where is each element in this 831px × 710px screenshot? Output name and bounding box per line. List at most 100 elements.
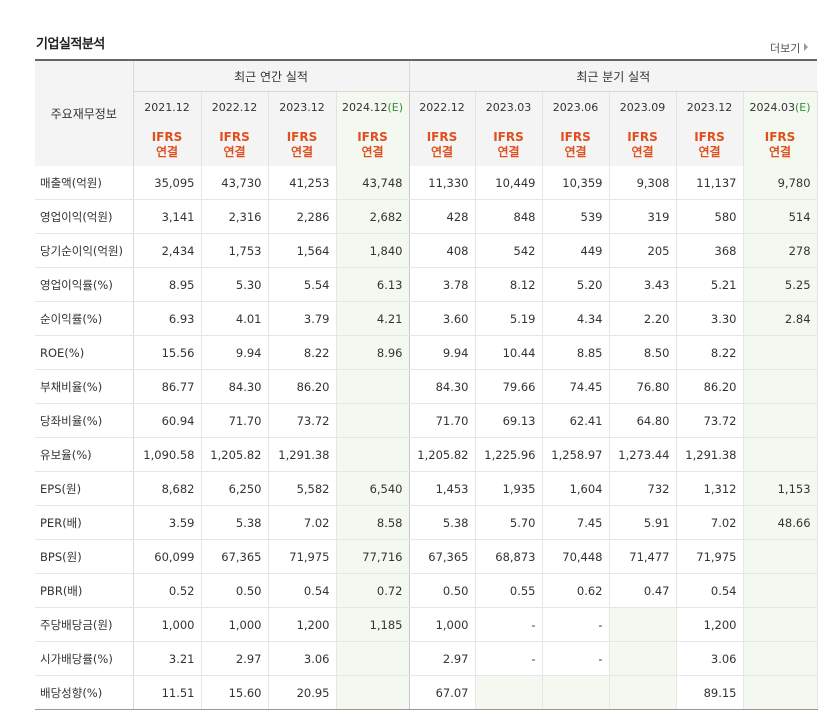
table-row: 주당배당금(원) 1,000 1,000 1,200 1,185 1,000- -1,200 xyxy=(35,607,818,642)
table-cell: 8.96 xyxy=(336,335,410,370)
table-cell xyxy=(743,607,818,642)
table-cell: 848 xyxy=(475,199,543,234)
ifrs-basis-cell: IFRS 연결 xyxy=(743,123,818,166)
table-cell: 3.06 xyxy=(676,641,744,676)
table-cell: 1,312 xyxy=(676,471,744,506)
annual-group-header: 최근 연간 실적 xyxy=(133,59,410,92)
table-cell: 8.22 xyxy=(268,335,337,370)
table-cell: 1,000 xyxy=(409,607,476,642)
table-cell: - xyxy=(542,607,610,642)
table-cell: 71,975 xyxy=(676,539,744,574)
table-cell: 0.55 xyxy=(475,573,543,608)
table-cell xyxy=(743,573,818,608)
table-cell: 73.72 xyxy=(676,403,744,438)
table-cell: 71.70 xyxy=(409,403,476,438)
table-cell: 3.21 xyxy=(133,641,202,676)
table-cell: 8,682 xyxy=(133,471,202,506)
table-cell: 60.94 xyxy=(133,403,202,438)
row-label-header: 주요재무정보 xyxy=(35,59,134,166)
more-link[interactable]: 더보기 xyxy=(770,40,809,56)
table-cell xyxy=(743,369,818,404)
table-cell xyxy=(743,437,818,472)
table-cell: 86.20 xyxy=(676,369,744,404)
table-row: 당좌비율(%) 60.94 71.70 73.72 71.70 69.13 62.41 64.… xyxy=(35,403,818,438)
table-cell: 20.95 xyxy=(268,675,337,710)
table-cell: 15.56 xyxy=(133,335,202,370)
table-cell: 71.70 xyxy=(201,403,269,438)
row-label: ROE(%) xyxy=(35,335,134,370)
table-cell: 1,935 xyxy=(475,471,543,506)
period-header: 2021.12 xyxy=(133,91,202,123)
table-cell: 11.51 xyxy=(133,675,202,710)
table-row: EPS(원) 8,682 6,250 5,582 6,540 1,453 1,935 1,60… xyxy=(35,471,818,506)
table-cell: 205 xyxy=(609,233,677,268)
table-cell: 0.62 xyxy=(542,573,610,608)
table-cell xyxy=(743,539,818,574)
period-header: 2022.12 xyxy=(409,91,476,123)
table-cell xyxy=(336,369,410,404)
ifrs-header-row: IFRS 연결 IFRS 연결 IFRS 연결 IFRS 연결 IFRS 연결 IFRS 연결 IFRS… xyxy=(35,123,818,166)
table-cell: 6.13 xyxy=(336,267,410,302)
table-cell: 9.94 xyxy=(201,335,269,370)
table-cell: 8.50 xyxy=(609,335,677,370)
period-header: 2023.03 xyxy=(475,91,543,123)
table-cell: 0.50 xyxy=(409,573,476,608)
table-cell: 6,540 xyxy=(336,471,410,506)
table-cell: 4.34 xyxy=(542,301,610,336)
ifrs-basis-cell: IFRS 연결 xyxy=(268,123,337,166)
ifrs-label: IFRS xyxy=(357,129,388,144)
table-row: 영업이익률(%) 8.95 5.30 5.54 6.13 3.78 8.12 5.20 3.43… xyxy=(35,267,818,302)
table-cell: 3,141 xyxy=(133,199,202,234)
period-header: 2023.06 xyxy=(542,91,610,123)
period-label: 2022.12 xyxy=(419,101,465,114)
table-cell: 2,316 xyxy=(201,199,269,234)
table-cell: 48.66 xyxy=(743,505,818,540)
table-cell xyxy=(336,403,410,438)
table-cell: 580 xyxy=(676,199,744,234)
table-cell: 368 xyxy=(676,233,744,268)
table-cell: 1,258.97 xyxy=(542,437,610,472)
period-header: 2023.09 xyxy=(609,91,677,123)
table-row: 유보율(%) 1,090.58 1,205.82 1,291.38 1,205.82 1,… xyxy=(35,437,818,472)
table-cell: 5.25 xyxy=(743,267,818,302)
ifrs-basis-cell: IFRS 연결 xyxy=(475,123,543,166)
table-cell: 15.60 xyxy=(201,675,269,710)
row-label: 배당성향(%) xyxy=(35,675,134,710)
ifrs-label: IFRS xyxy=(560,129,591,144)
table-cell xyxy=(336,437,410,472)
table-cell: 542 xyxy=(475,233,543,268)
table-cell: 60,099 xyxy=(133,539,202,574)
row-label: 당좌비율(%) xyxy=(35,403,134,438)
table-cell: 8.85 xyxy=(542,335,610,370)
period-label: 2023.06 xyxy=(552,101,599,114)
table-cell xyxy=(743,641,818,676)
table-cell: 8.22 xyxy=(676,335,744,370)
row-label: BPS(원) xyxy=(35,539,134,574)
table-cell: 64.80 xyxy=(609,403,677,438)
table-cell xyxy=(475,675,543,710)
period-label: 2022.12 xyxy=(211,101,258,114)
table-cell xyxy=(743,675,818,710)
quarter-group-header: 최근 분기 실적 xyxy=(409,59,818,92)
table-cell xyxy=(743,403,818,438)
row-label: 영업이익률(%) xyxy=(35,267,134,302)
table-cell: 5.70 xyxy=(475,505,543,540)
table-cell: 35,095 xyxy=(133,166,202,200)
row-label: PER(배) xyxy=(35,505,134,540)
table-cell: 1,225.96 xyxy=(475,437,543,472)
table-cell: 2,434 xyxy=(133,233,202,268)
table-cell: 86.77 xyxy=(133,369,202,404)
table-cell: 8.95 xyxy=(133,267,202,302)
table-cell: 514 xyxy=(743,199,818,234)
table-cell: 2,682 xyxy=(336,199,410,234)
table-cell: 1,185 xyxy=(336,607,410,642)
table-cell: 0.54 xyxy=(676,573,744,608)
table-cell: - xyxy=(542,641,610,676)
row-label: 시가배당률(%) xyxy=(35,641,134,676)
consolidated-label: 연결 xyxy=(631,144,654,159)
table-cell: 1,453 xyxy=(409,471,476,506)
table-cell: 1,205.82 xyxy=(201,437,269,472)
table-body: 매출액(억원) 35,095 43,730 41,253 43,748 11,330 10,… xyxy=(35,166,818,710)
ifrs-label: IFRS xyxy=(694,129,725,144)
table-cell: 539 xyxy=(542,199,610,234)
